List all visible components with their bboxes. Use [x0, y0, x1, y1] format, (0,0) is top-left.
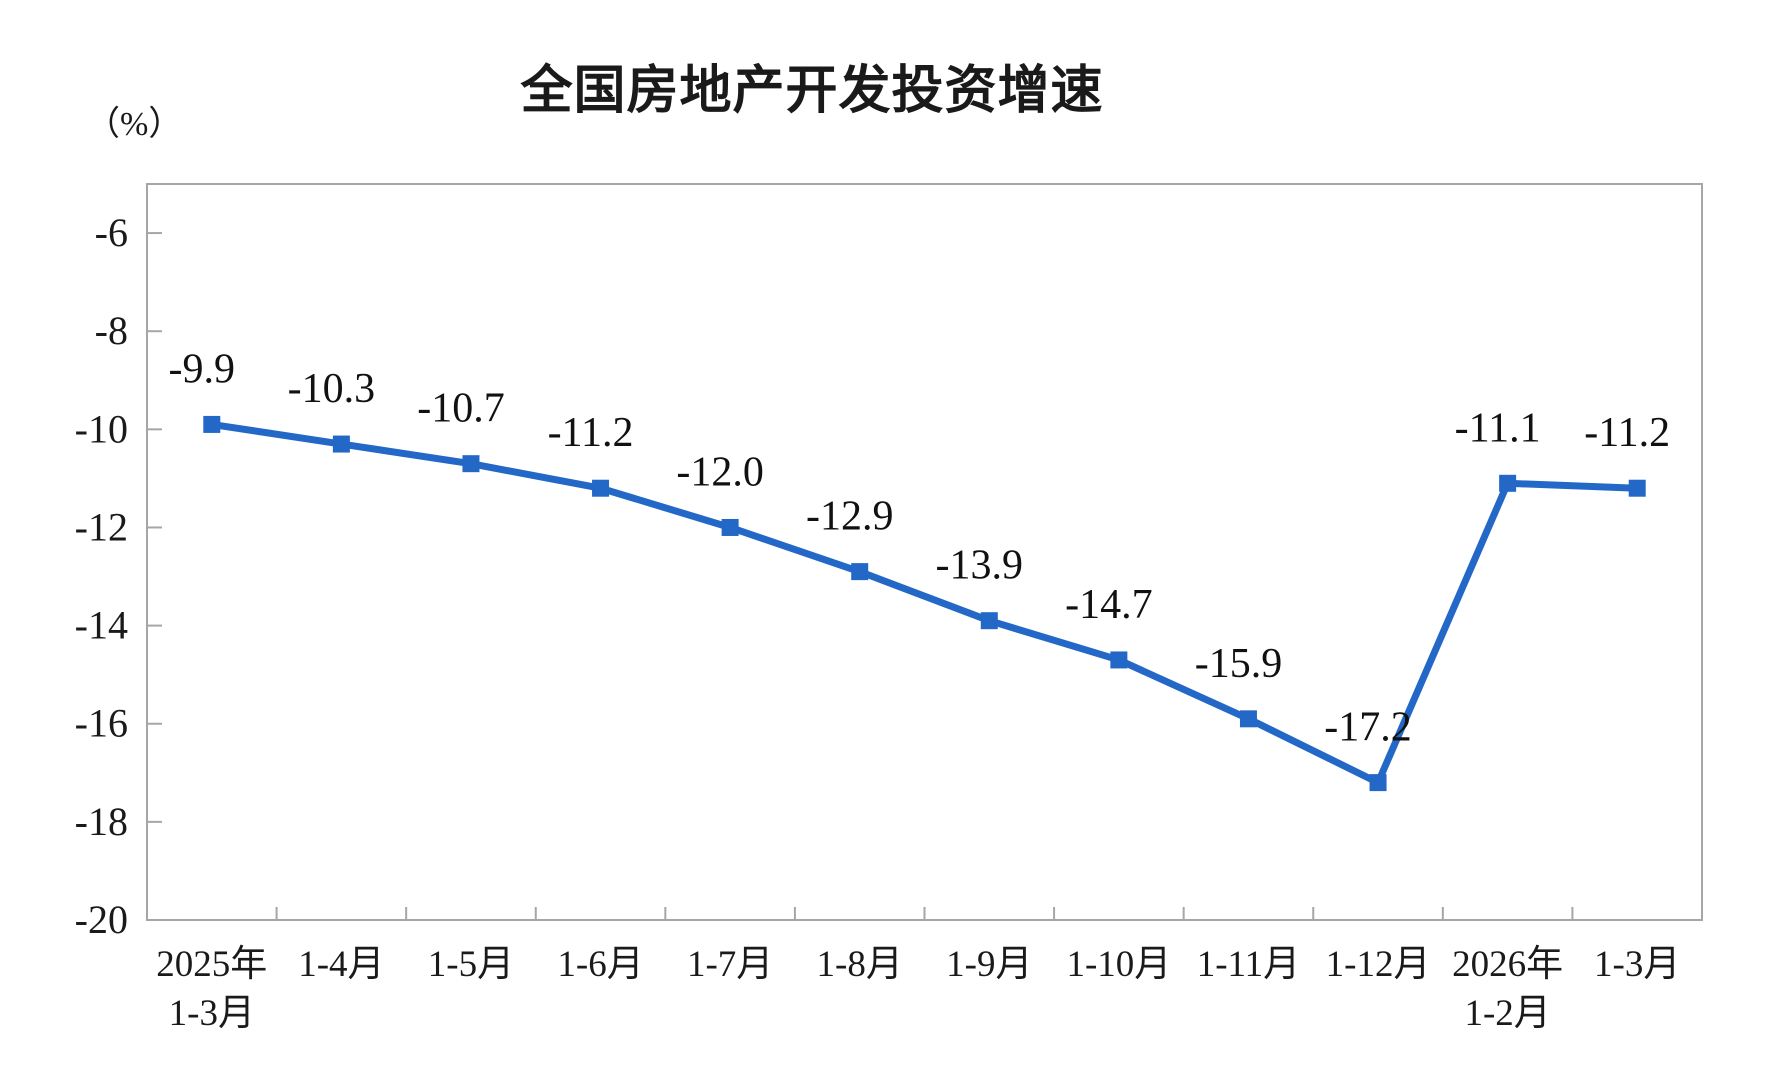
- data-point-marker: [721, 518, 739, 536]
- data-point-marker: [851, 563, 869, 581]
- data-label: -12.9: [806, 494, 894, 540]
- x-tick-label: 1-5月: [428, 944, 514, 985]
- x-tick-label: 2026年 1-2月: [1452, 943, 1563, 1034]
- data-point-marker: [1499, 474, 1517, 492]
- x-tick-label: 1-4月: [298, 944, 384, 985]
- series-line: [208, 420, 1641, 787]
- x-tick-label: 1-10月: [1066, 944, 1171, 985]
- y-tick-label: -14: [75, 603, 128, 648]
- data-label: -9.9: [169, 346, 236, 392]
- data-point-marker: [592, 479, 610, 497]
- x-tick-label: 1-11月: [1197, 944, 1300, 985]
- data-label: -14.7: [1065, 582, 1153, 628]
- y-tick-label: -10: [75, 406, 128, 451]
- x-tick-label: 1-12月: [1326, 944, 1431, 985]
- data-label: -10.7: [417, 386, 505, 432]
- chart-title: 全国房地产开发投资增速: [520, 61, 1104, 121]
- data-point-marker: [1110, 651, 1128, 669]
- data-label: -11.1: [1455, 405, 1541, 451]
- y-tick-label: -18: [75, 799, 128, 844]
- y-tick-label: -20: [75, 897, 128, 942]
- y-axis-unit-label: （%）: [86, 106, 183, 143]
- x-tick-label: 1-7月: [687, 944, 773, 985]
- data-label: -11.2: [1584, 410, 1670, 456]
- data-label: -13.9: [936, 543, 1024, 589]
- data-label: -10.3: [288, 366, 376, 412]
- y-tick-label: -12: [75, 504, 128, 549]
- x-tick-label: 1-9月: [946, 944, 1032, 985]
- data-point-marker: [462, 455, 480, 473]
- data-point-marker: [332, 435, 350, 453]
- y-tick-label: -6: [95, 210, 128, 255]
- x-tick-label: 2025年 1-3月: [156, 943, 267, 1034]
- x-tick-label: 1-6月: [557, 944, 643, 985]
- y-tick-label: -16: [75, 701, 128, 746]
- plot-frame: [146, 183, 1703, 921]
- data-point-marker: [980, 612, 998, 630]
- y-tick-label: -8: [95, 308, 128, 353]
- data-point-marker: [203, 415, 221, 433]
- data-label: -17.2: [1324, 705, 1412, 751]
- data-label: -15.9: [1195, 641, 1283, 687]
- data-point-marker: [1369, 774, 1387, 792]
- x-tick-label: 1-3月: [1594, 944, 1680, 985]
- data-label: -11.2: [548, 410, 634, 456]
- data-point-marker: [1239, 710, 1257, 728]
- x-tick-label: 1-8月: [817, 944, 903, 985]
- data-point-marker: [1628, 479, 1646, 497]
- data-label: -12.0: [676, 449, 764, 495]
